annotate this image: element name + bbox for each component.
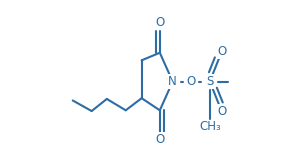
Text: O: O	[155, 133, 164, 146]
Text: CH₃: CH₃	[199, 120, 221, 133]
Text: N: N	[168, 75, 177, 88]
Text: O: O	[155, 16, 164, 29]
Text: O: O	[186, 75, 196, 88]
Text: S: S	[206, 75, 214, 88]
Text: O: O	[217, 105, 226, 118]
Text: O: O	[217, 45, 226, 58]
